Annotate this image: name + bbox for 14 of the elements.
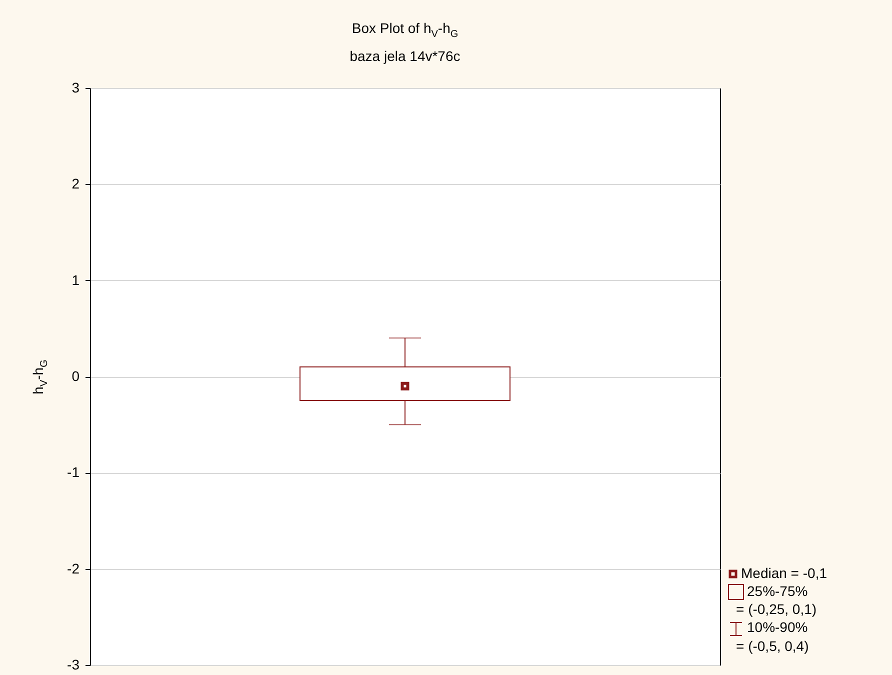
text: = (-0,25, 0,1) xyxy=(736,601,817,618)
y-tick-label: 1 xyxy=(72,272,80,288)
text: 10%-90% xyxy=(747,619,808,636)
chart-title: Box Plot of h$_{V}$-h$_{G}$ xyxy=(352,20,458,40)
y-tick-label: -2 xyxy=(67,560,80,576)
y-tick-label: 0 xyxy=(72,368,80,384)
y-tick-label: -3 xyxy=(67,656,80,672)
y-tick-label: -1 xyxy=(67,464,80,480)
chart-subtitle: baza jela 14v*76c xyxy=(350,48,460,64)
y-tick-label: 3 xyxy=(72,80,80,96)
y-tick-label: 2 xyxy=(72,176,80,192)
text: 25%-75% xyxy=(747,583,808,599)
text: = (-0,5, 0,4) xyxy=(736,638,809,654)
text: Median = -0,1 xyxy=(741,565,827,581)
